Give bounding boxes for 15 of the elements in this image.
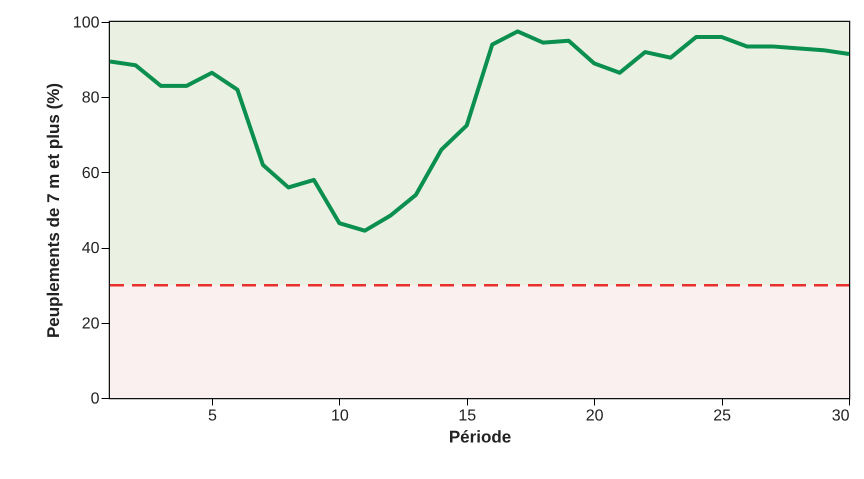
y-tick-label: 60 <box>82 164 100 182</box>
y-tick-label: 20 <box>82 315 100 332</box>
x-axis-title: Période <box>448 428 512 446</box>
y-tick-label: 80 <box>82 90 100 107</box>
line-series <box>108 29 851 233</box>
x-tick-label: 20 <box>586 408 604 424</box>
x-tick-label: 5 <box>208 408 217 424</box>
x-tick-label: 10 <box>330 408 349 424</box>
x-tick-label: 30 <box>832 408 850 424</box>
y-tick-label: 100 <box>72 14 100 32</box>
x-tick-label: 15 <box>458 408 476 424</box>
y-axis-title: Peuplements de 7 m et plus (%) <box>44 82 63 338</box>
y-tick-label: 40 <box>82 240 100 258</box>
x-tick-label: 25 <box>713 408 732 424</box>
y-tick-label: 0 <box>90 390 100 408</box>
